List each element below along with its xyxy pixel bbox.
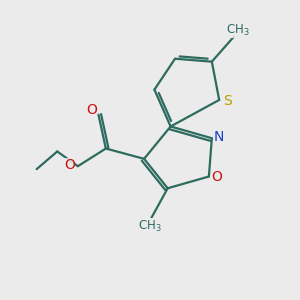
Text: CH$_3$: CH$_3$: [226, 22, 250, 38]
Text: CH$_3$: CH$_3$: [138, 218, 162, 233]
Text: N: N: [214, 130, 224, 144]
Text: O: O: [211, 170, 222, 184]
Text: S: S: [223, 94, 232, 108]
Text: O: O: [64, 158, 75, 172]
Text: O: O: [87, 103, 98, 117]
